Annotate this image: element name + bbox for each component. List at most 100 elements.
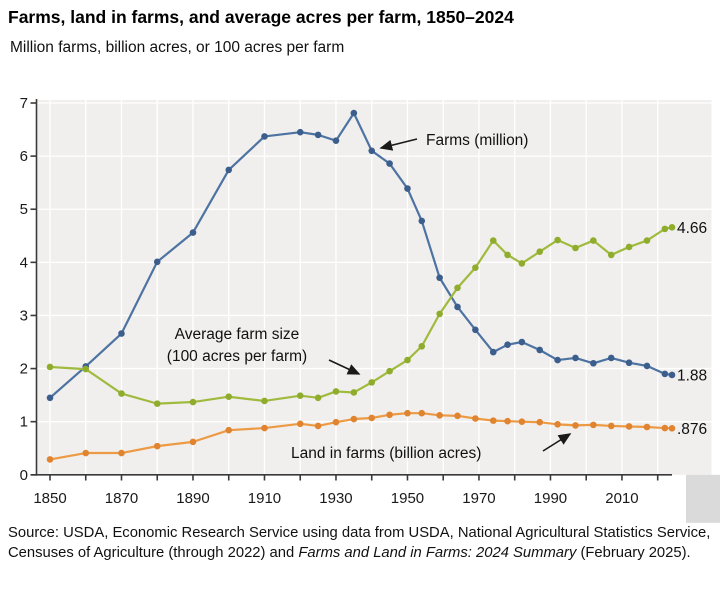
data-point-land — [332, 418, 340, 426]
data-point-avg-size — [46, 363, 54, 371]
data-point-land — [404, 409, 411, 417]
farms-annotation-arrow — [379, 138, 418, 151]
data-point-land — [386, 411, 393, 419]
data-point-avg-size — [590, 237, 597, 244]
data-point-land — [314, 422, 322, 430]
data-point-land — [296, 420, 304, 428]
chart-canvas: 0 1 2 3 4 5 6 7 1850 1870 1890 1910 1930 1950 1970 1990… — [20, 95, 720, 523]
data-point-land — [454, 412, 461, 420]
data-point-land — [489, 417, 497, 424]
data-point-land — [261, 424, 268, 432]
data-point-land — [436, 412, 443, 419]
data-point-farms — [661, 370, 669, 378]
tick-labels: 0 1 2 3 4 5 6 7 1850 1870 1890 1910 1930 1950 1970 1990… — [20, 95, 639, 507]
data-point-avg-size — [189, 398, 197, 406]
x-tick-label: 1890 — [176, 490, 209, 507]
chart-title: Farms, land in farms, and average acres … — [8, 7, 514, 27]
data-point-farms — [332, 137, 340, 145]
data-point-avg-size — [668, 223, 676, 231]
data-point-land — [518, 418, 526, 425]
avg-size-annotation-arrow — [328, 359, 361, 375]
source-text-italic: Farms and Land in Farms: 2024 Summary — [298, 544, 577, 561]
data-point-land — [607, 422, 615, 430]
data-point-land — [153, 442, 161, 450]
data-point-farms — [643, 362, 651, 370]
data-point-land — [504, 417, 511, 425]
data-point-avg-size — [625, 243, 633, 251]
source-text-prefix: Source: USDA, Economic Research Service … — [8, 525, 711, 561]
x-tick-label: 2010 — [605, 490, 638, 507]
data-point-land — [46, 456, 54, 463]
data-point-avg-size — [554, 236, 561, 244]
y-tick-label: 2 — [20, 361, 28, 378]
avg-size-annotation-label-line1: Average farm size — [175, 326, 300, 343]
x-tick-label: 1870 — [105, 490, 138, 507]
data-point-farms — [554, 356, 561, 364]
data-point-land — [668, 424, 676, 432]
data-point-avg-size — [489, 237, 497, 244]
data-point-land — [189, 438, 197, 446]
data-point-avg-size — [296, 392, 304, 399]
data-point-avg-size — [518, 260, 526, 267]
x-tick-label: 1910 — [248, 490, 281, 507]
data-point-avg-size — [153, 400, 161, 407]
data-point-land — [225, 426, 233, 434]
data-point-land — [418, 409, 426, 417]
data-point-avg-size — [386, 367, 393, 375]
y-tick-label: 6 — [20, 148, 28, 165]
data-point-land — [536, 418, 544, 426]
y-tick-label: 3 — [20, 307, 28, 324]
y-tick-label: 4 — [20, 254, 28, 271]
x-tick-label: 1930 — [319, 490, 352, 507]
data-point-farms — [625, 359, 633, 367]
annotation-labels: Farms (million) Average farm size (100 acr… — [167, 132, 529, 462]
data-point-avg-size — [118, 390, 125, 397]
data-point-avg-size — [225, 393, 233, 401]
data-point-avg-size — [607, 251, 615, 259]
series-farms — [46, 109, 676, 402]
data-point-farms — [668, 371, 676, 379]
data-point-avg-size — [661, 225, 669, 233]
data-point-farms — [607, 354, 615, 362]
data-point-land — [554, 421, 561, 428]
data-point-avg-size — [436, 310, 443, 318]
data-point-avg-size — [536, 248, 544, 256]
data-point-land — [661, 424, 669, 432]
data-point-land — [643, 423, 651, 431]
x-tick-label: 1850 — [33, 490, 66, 507]
data-point-farms — [225, 166, 233, 174]
gridlines — [36, 100, 712, 475]
chart-subtitle: Million farms, billion acres, or 100 acr… — [10, 39, 345, 56]
data-point-avg-size — [454, 284, 461, 292]
data-point-avg-size — [332, 388, 340, 395]
series-land — [46, 409, 676, 463]
data-point-farms — [296, 128, 304, 136]
y-tick-label: 0 — [20, 467, 28, 484]
data-point-farms — [518, 338, 526, 346]
data-point-avg-size — [472, 264, 479, 271]
data-point-farms — [314, 131, 322, 139]
data-point-farms — [153, 258, 161, 266]
data-point-avg-size — [504, 251, 511, 259]
data-point-avg-size — [572, 244, 579, 252]
data-point-farms — [572, 354, 579, 362]
data-point-land — [625, 423, 633, 430]
land-annotation-arrow — [542, 433, 572, 452]
data-point-avg-size — [404, 356, 411, 364]
data-point-farms — [436, 274, 443, 282]
data-point-farms — [489, 348, 497, 356]
series-line-avg-size — [49, 226, 673, 405]
y-tick-label: 5 — [20, 201, 28, 218]
x-tick-label: 1950 — [391, 490, 424, 507]
axes — [30, 99, 672, 481]
data-point-farms — [404, 185, 411, 192]
data-point-farms — [536, 346, 544, 354]
data-point-land — [472, 415, 479, 422]
data-point-farms — [504, 341, 511, 348]
data-point-avg-size — [418, 342, 426, 350]
series-avg-size — [46, 223, 676, 407]
source-note: Source: USDA, Economic Research Service … — [8, 524, 712, 563]
data-point-land — [82, 449, 90, 457]
x-tick-label: 1970 — [462, 490, 495, 507]
